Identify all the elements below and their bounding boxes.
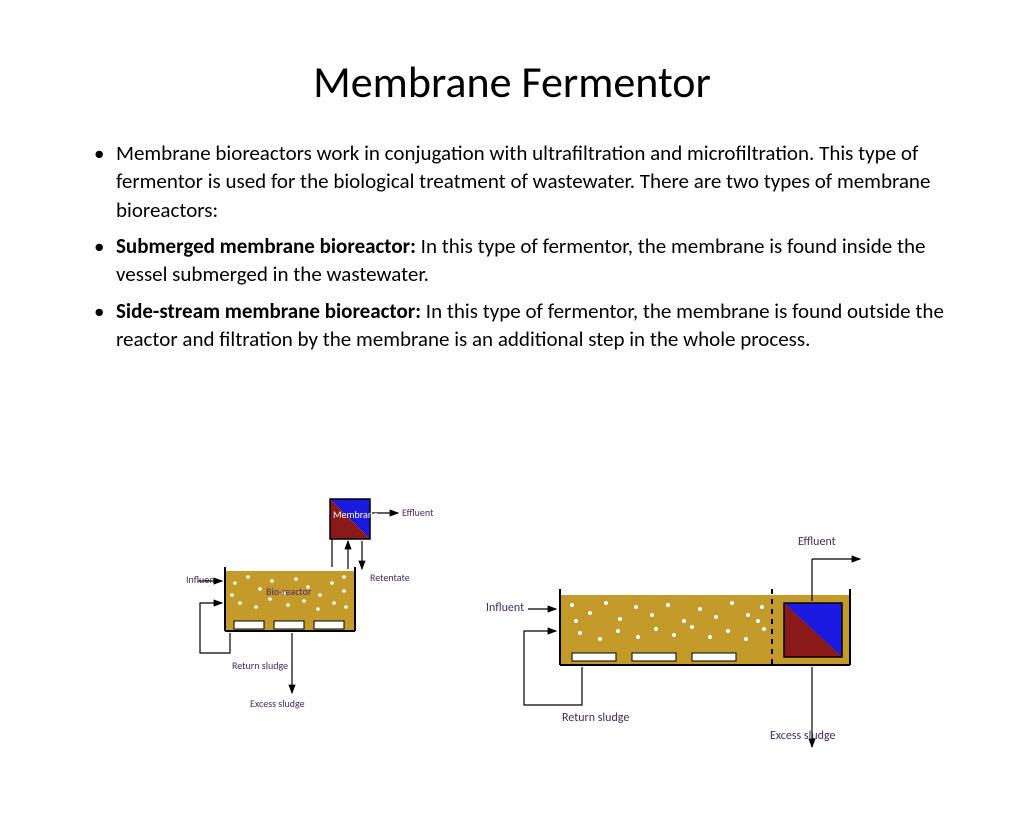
left-return-sludge-label: Return sludge: [232, 659, 288, 672]
left-excess-sludge-label: Excess sludge: [250, 697, 305, 710]
right-effluent-label: Effluent: [798, 535, 836, 549]
left-bioreactor-label: Bio-reactor: [266, 585, 311, 598]
left-retentate-label: Retentate: [370, 571, 410, 584]
bullet-1: Membrane bioreactors work in conjugation…: [90, 139, 944, 224]
left-membrane-label: Membrane: [333, 508, 378, 521]
diagram-area: Influen Bio-reactor Membrane Effluent Re…: [0, 475, 1024, 815]
bullet-2: Submerged membrane bioreactor: In this t…: [90, 232, 944, 289]
diagram-svg: [0, 475, 1024, 815]
bullet-list: Membrane bioreactors work in conjugation…: [90, 139, 944, 353]
right-influent-label: Influent: [486, 601, 524, 615]
bullet-2-head: Submerged membrane bioreactor:: [116, 233, 421, 259]
right-return-sludge-label: Return sludge: [562, 711, 629, 725]
left-effluent-label: Effluent: [402, 506, 433, 519]
bullet-3-head: Side-stream membrane bioreactor:: [116, 298, 426, 324]
left-influent-label: Influen: [186, 573, 215, 586]
right-excess-sludge-label: Excess sludge: [770, 729, 836, 743]
slide-title: Membrane Fermentor: [0, 55, 1024, 109]
bullet-3: Side-stream membrane bioreactor: In this…: [90, 297, 944, 354]
